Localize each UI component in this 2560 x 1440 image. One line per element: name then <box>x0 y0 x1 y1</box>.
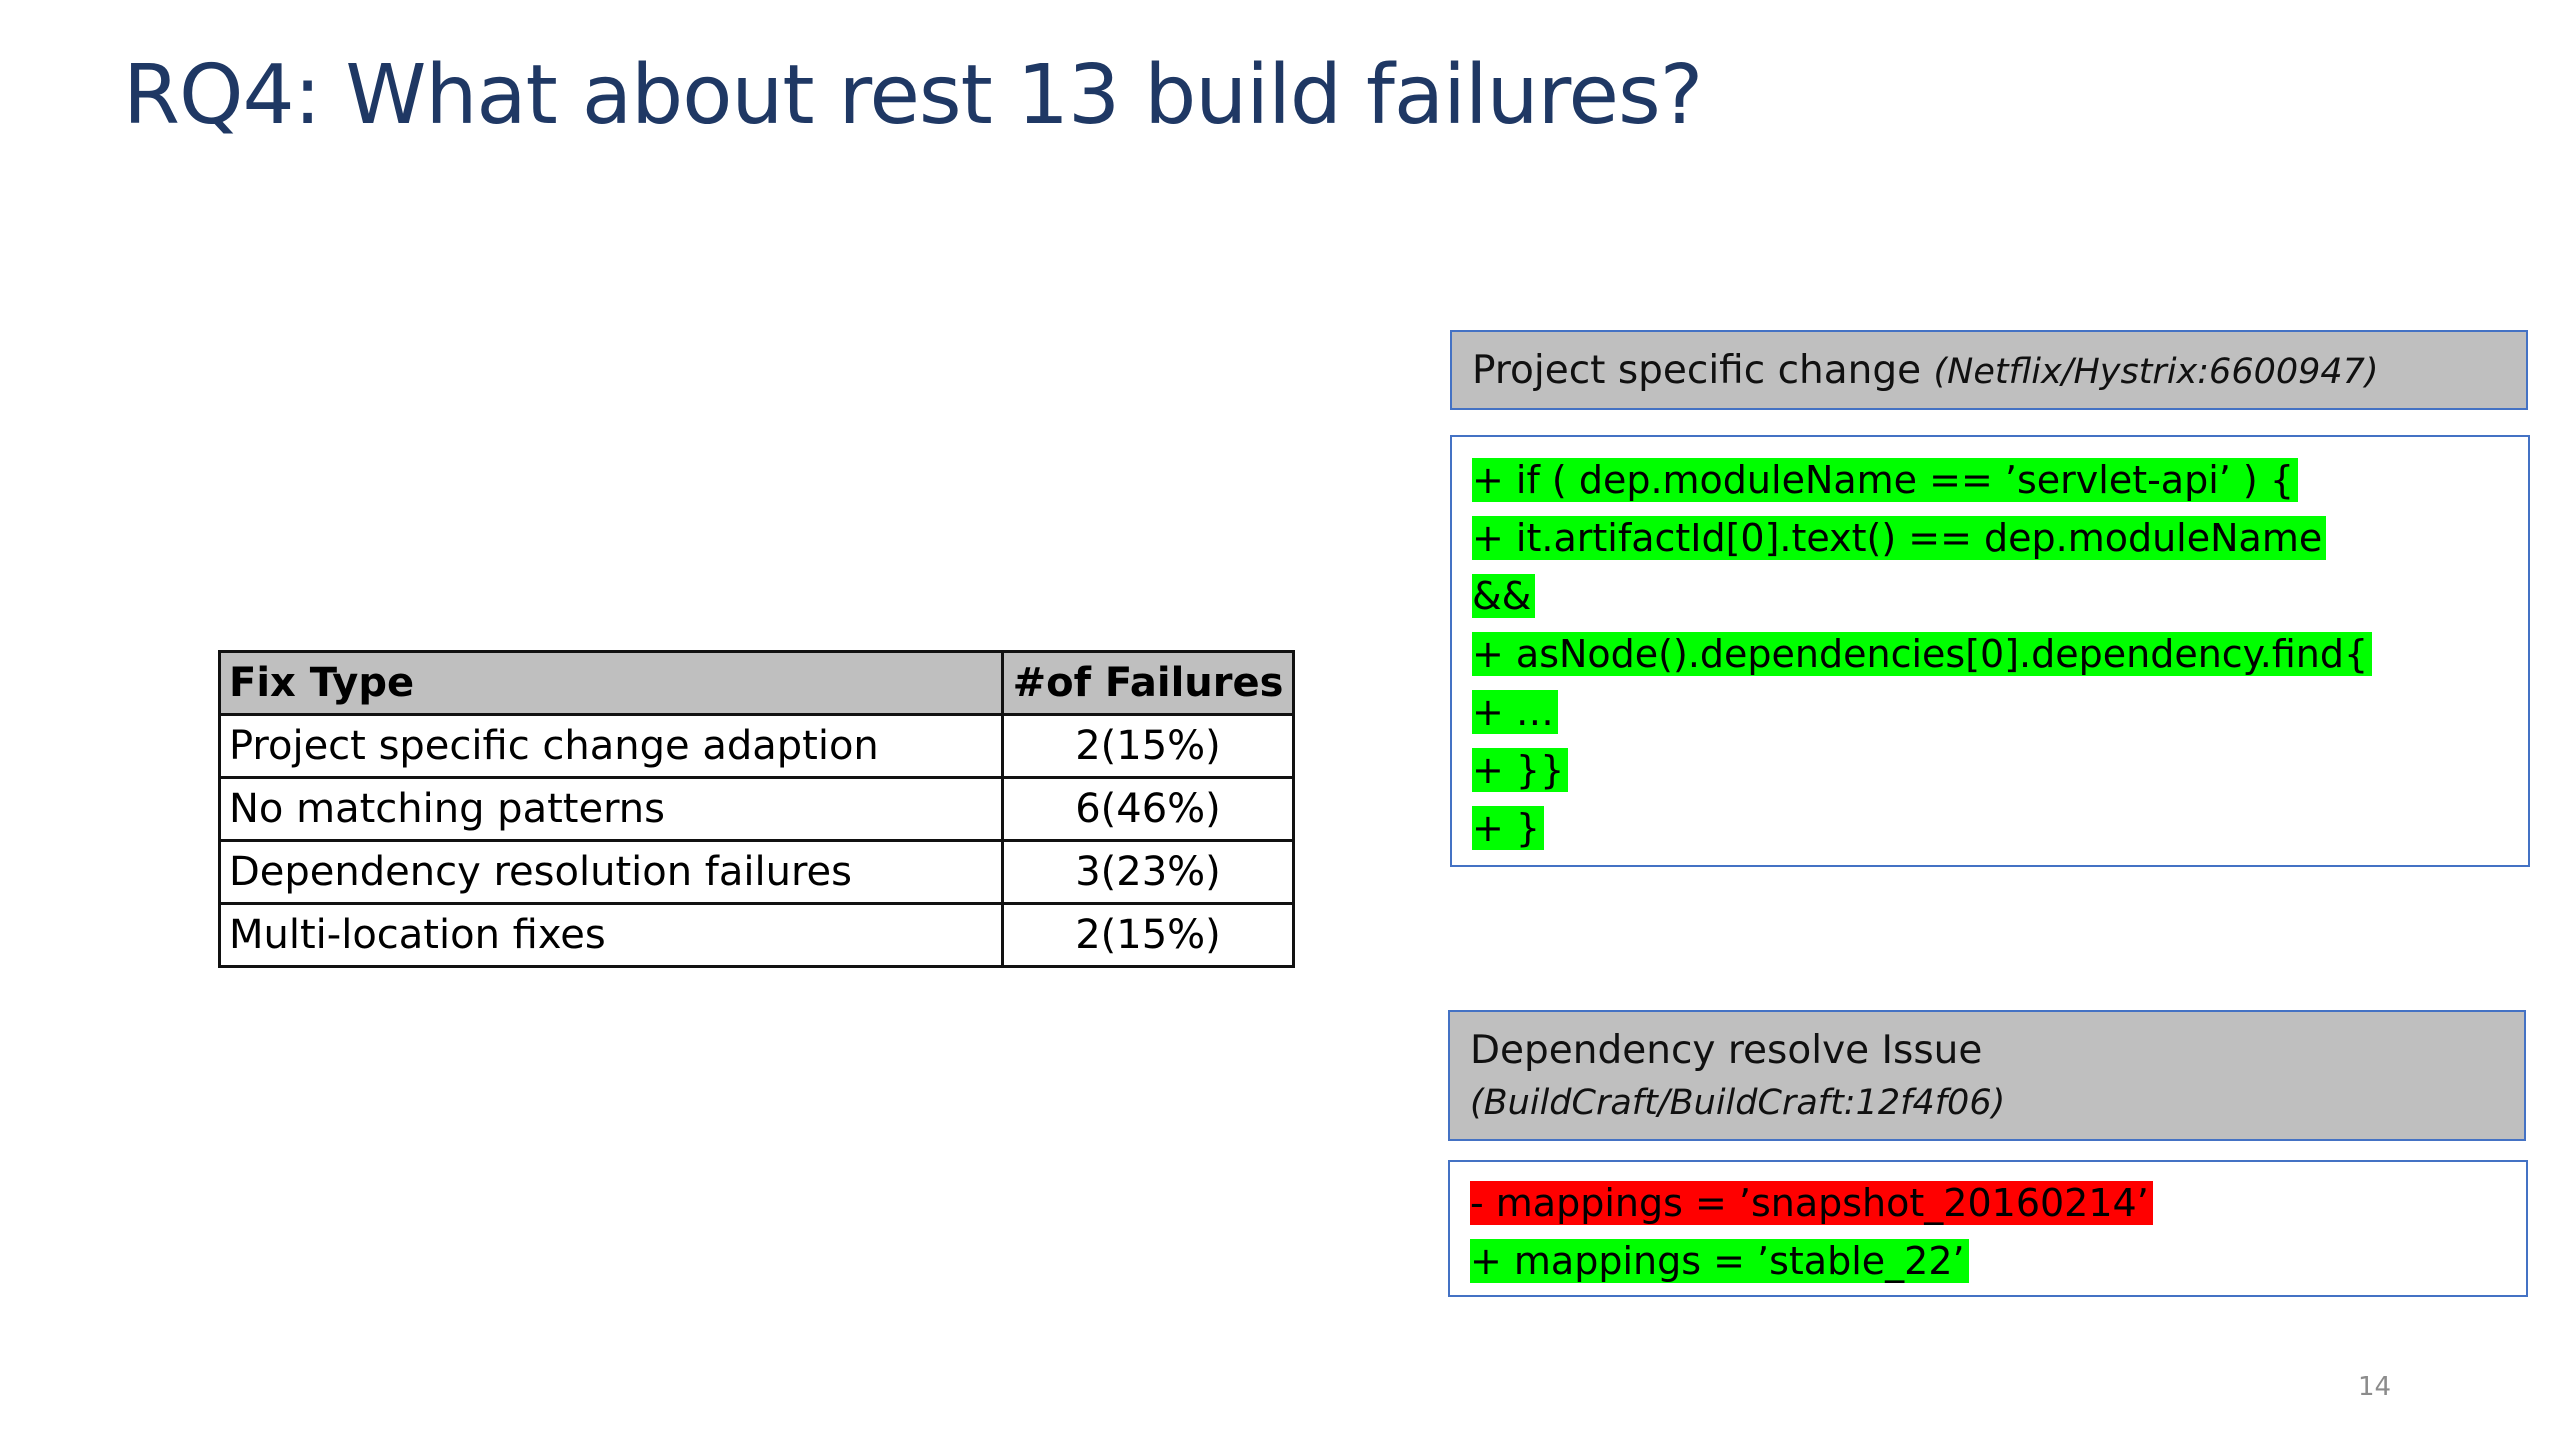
example-2-header: Dependency resolve Issue (BuildCraft/Bui… <box>1448 1010 2526 1141</box>
example-1-reference: (Netflix/Hystrix:6600947) <box>1933 352 2379 392</box>
added-code: + … <box>1472 690 1558 734</box>
added-code: && <box>1472 574 1536 618</box>
table-row: No matching patterns 6(46%) <box>217 776 1295 842</box>
table-header-row: Fix Type #of Failures <box>217 650 1295 716</box>
table-row: Project specific change adaption 2(15%) <box>217 713 1295 779</box>
column-header-fix-type: Fix Type <box>217 650 1005 716</box>
table-row: Multi-location fixes 2(15%) <box>217 902 1295 968</box>
fix-type-table: Fix Type #of Failures Project specific c… <box>217 650 1295 968</box>
fix-type-cell: Dependency resolution failures <box>217 839 1005 905</box>
added-code: + if ( dep.moduleName == ’servlet-api’ )… <box>1472 458 2299 502</box>
example-1-title: Project specific change <box>1472 348 1922 393</box>
code-line: && <box>1472 567 2528 625</box>
fix-type-cell: Multi-location fixes <box>217 902 1005 968</box>
added-code: + } <box>1472 806 1545 850</box>
code-line: + }} <box>1472 741 2528 799</box>
example-1-header: Project specific change (Netflix/Hystrix… <box>1450 330 2528 410</box>
failures-cell: 3(23%) <box>1001 839 1295 905</box>
table-row: Dependency resolution failures 3(23%) <box>217 839 1295 905</box>
fix-type-cell: Project specific change adaption <box>217 713 1005 779</box>
added-code: + }} <box>1472 748 1569 792</box>
slide-title: RQ4: What about rest 13 build failures? <box>123 48 1703 143</box>
code-line: + } <box>1472 799 2528 857</box>
code-line: + … <box>1472 683 2528 741</box>
failures-cell: 2(15%) <box>1001 902 1295 968</box>
failures-cell: 2(15%) <box>1001 713 1295 779</box>
example-1-code-box: + if ( dep.moduleName == ’servlet-api’ )… <box>1450 435 2530 867</box>
example-2-code-box: - mappings = ’snapshot_20160214’ + mappi… <box>1448 1160 2528 1297</box>
failures-cell: 6(46%) <box>1001 776 1295 842</box>
code-line: + mappings = ’stable_22’ <box>1470 1232 2526 1290</box>
code-line: + if ( dep.moduleName == ’servlet-api’ )… <box>1472 451 2528 509</box>
code-line: + asNode().dependencies[0].dependency.fi… <box>1472 625 2528 683</box>
removed-code: - mappings = ’snapshot_20160214’ <box>1470 1181 2153 1225</box>
added-code: + mappings = ’stable_22’ <box>1470 1239 1969 1283</box>
page-number: 14 <box>2358 1372 2392 1402</box>
column-header-failures: #of Failures <box>1001 650 1295 716</box>
code-line: - mappings = ’snapshot_20160214’ <box>1470 1174 2526 1232</box>
fix-type-cell: No matching patterns <box>217 776 1005 842</box>
example-2-title: Dependency resolve Issue <box>1470 1028 1983 1073</box>
added-code: + asNode().dependencies[0].dependency.fi… <box>1472 632 2373 676</box>
example-2-reference: (BuildCraft/BuildCraft:12f4f06) <box>1470 1083 2006 1123</box>
added-code: + it.artifactId[0].text() == dep.moduleN… <box>1472 516 2327 560</box>
code-line: + it.artifactId[0].text() == dep.moduleN… <box>1472 509 2528 567</box>
